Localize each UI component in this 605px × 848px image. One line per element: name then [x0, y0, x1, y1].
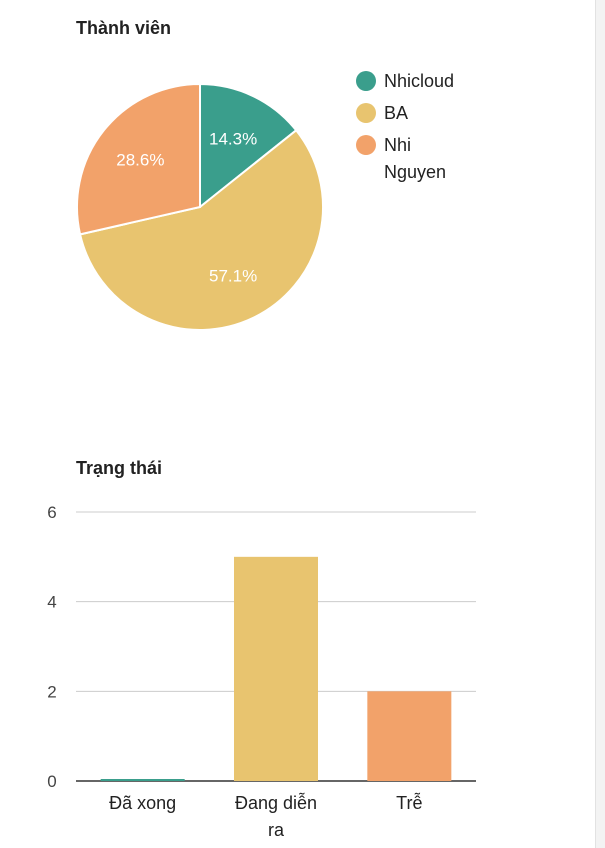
bar-chart-title: Trạng thái: [76, 458, 163, 478]
x-tick-label-dang-dien-ra: Đang diễn ra: [235, 792, 317, 840]
bar-tre[interactable]: [367, 691, 452, 781]
y-tick-label: 0: [47, 772, 56, 791]
legend-label-nhicloud[interactable]: Nhicloud: [384, 71, 454, 91]
pie-chart: 14.3% 57.1% 28.6% Nhicloud BA Nhi Nguyen: [76, 71, 454, 331]
pie-slice-label-ba: 57.1%: [209, 267, 257, 286]
legend-marker-nhi-nguyen: [356, 135, 376, 155]
legend-marker-ba: [356, 103, 376, 123]
bar-dang-dien-ra[interactable]: [234, 556, 318, 781]
x-tick-label-da-xong: Đã xong: [109, 793, 176, 813]
y-tick-label: 2: [47, 682, 56, 701]
pie-slice-label-nhicloud: 14.3%: [209, 129, 257, 148]
x-tick-label-tre: Trễ: [396, 792, 422, 813]
legend-marker-nhicloud: [356, 71, 376, 91]
bar-chart: 0 2 4 6 Đã xong Đang diễn ra Trễ: [47, 503, 476, 840]
bar-da-xong[interactable]: [100, 779, 185, 781]
y-tick-label: 6: [47, 503, 56, 522]
pie-chart-title: Thành viên: [76, 18, 172, 38]
legend-label-nhi-nguyen[interactable]: Nhi Nguyen: [384, 135, 446, 182]
pie-slice-nhicloud[interactable]: [199, 82, 298, 210]
pie-slice-label-nhi-nguyen: 28.6%: [116, 150, 164, 169]
scrollbar-track[interactable]: [595, 0, 605, 848]
y-tick-label: 4: [47, 593, 56, 612]
legend-label-ba[interactable]: BA: [384, 103, 408, 123]
pie-slice-ba[interactable]: [78, 128, 324, 331]
pie-slice-nhi-nguyen[interactable]: [76, 82, 201, 236]
